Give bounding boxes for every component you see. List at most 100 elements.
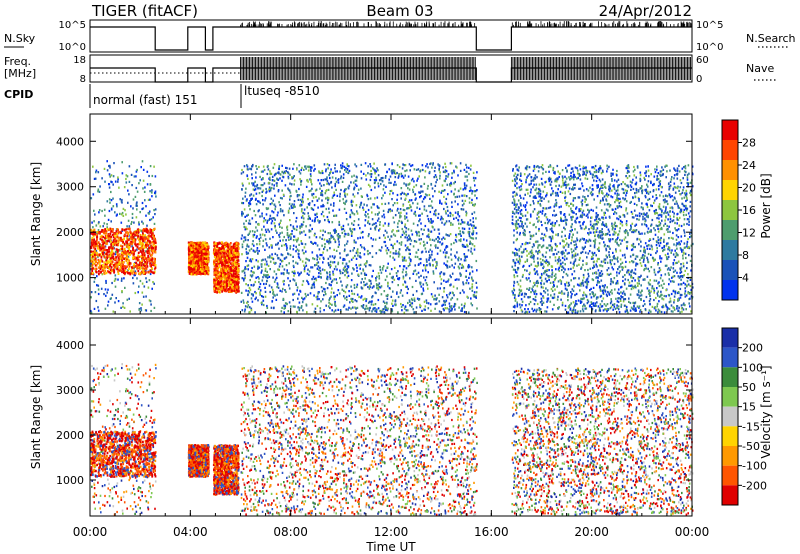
scatter-point (614, 303, 616, 305)
scatter-point (577, 177, 579, 179)
scatter-point (451, 243, 453, 245)
scatter-point (335, 278, 337, 280)
scatter-point (584, 201, 586, 203)
scatter-point (529, 296, 531, 298)
scatter-point (253, 272, 255, 274)
scatter-point (465, 164, 467, 166)
scatter-point (671, 293, 673, 295)
scatter-point (301, 226, 303, 228)
scatter-point (446, 294, 448, 296)
scatter-point (420, 275, 422, 277)
scatter-point (115, 181, 117, 183)
scatter-point (548, 178, 550, 180)
scatter-point (130, 223, 132, 225)
scatter-point (569, 233, 571, 235)
scatter-point (372, 270, 374, 272)
scatter-point (368, 235, 370, 237)
scatter-point (516, 178, 518, 180)
scatter-point (574, 176, 576, 178)
scatter-point (665, 223, 667, 225)
scatter-point (289, 203, 291, 205)
scatter-point (409, 238, 411, 240)
scatter-point (303, 252, 305, 254)
scatter-point (417, 224, 419, 226)
scatter-point (684, 242, 686, 244)
scatter-point (131, 184, 133, 186)
scatter-point (403, 269, 405, 271)
scatter-point (439, 241, 441, 243)
scatter-point (592, 267, 594, 269)
scatter-point (649, 248, 651, 250)
scatter-point (468, 282, 470, 284)
scatter-point (356, 204, 358, 206)
scatter-point (428, 307, 430, 309)
scatter-point (441, 278, 443, 280)
scatter-point (665, 206, 667, 208)
scatter-point (379, 221, 381, 223)
scatter-point (330, 204, 332, 206)
scatter-point (314, 286, 316, 288)
scatter-point (537, 241, 539, 243)
scatter-point (674, 299, 676, 301)
scatter-point (428, 218, 430, 220)
scatter-point (425, 269, 427, 271)
scatter-point (557, 262, 559, 264)
scatter-point (598, 305, 600, 307)
scatter-point (688, 302, 690, 304)
scatter-point (594, 246, 596, 248)
scatter-point (542, 254, 544, 256)
power-panel: 1000200030004000 Slant Range [km] (29, 114, 694, 314)
scatter-point (653, 299, 655, 301)
scatter-point (432, 239, 434, 241)
scatter-point (558, 251, 560, 253)
scatter-point (431, 293, 433, 295)
scatter-point (620, 243, 622, 245)
scatter-point (344, 230, 346, 232)
scatter-point (405, 198, 407, 200)
scatter-point (426, 276, 428, 278)
scatter-point (449, 305, 451, 307)
scatter-point (112, 198, 114, 200)
scatter-point (616, 170, 618, 172)
scatter-point (678, 307, 680, 309)
scatter-point (320, 307, 322, 309)
scatter-point (462, 289, 464, 291)
scatter-point (124, 209, 126, 211)
scatter-point (553, 210, 555, 212)
scatter-point (468, 266, 470, 268)
scatter-point (570, 193, 572, 195)
scatter-point (668, 182, 670, 184)
scatter-point (455, 166, 457, 168)
scatter-point (252, 240, 254, 242)
scatter-point (109, 187, 111, 189)
scatter-point (648, 170, 650, 172)
scatter-point (451, 309, 453, 311)
scatter-point (442, 184, 444, 186)
scatter-point (353, 175, 355, 177)
scatter-point (686, 243, 688, 245)
scatter-point (244, 272, 246, 274)
scatter-point (241, 172, 243, 174)
scatter-point (586, 262, 588, 264)
scatter-point (385, 309, 387, 311)
scatter-point (622, 280, 624, 282)
scatter-point (281, 180, 283, 182)
scatter-point (462, 221, 464, 223)
scatter-point (383, 301, 385, 303)
scatter-point (528, 253, 530, 255)
scatter-point (639, 311, 641, 313)
scatter-point (431, 251, 433, 253)
scatter-point (333, 311, 335, 313)
scatter-point (559, 256, 561, 258)
scatter-point (330, 278, 332, 280)
scatter-point (274, 281, 276, 283)
scatter-point (383, 225, 385, 227)
scatter-point (289, 280, 291, 282)
scatter-point (274, 208, 276, 210)
scatter-point (463, 238, 465, 240)
scatter-point (401, 309, 403, 311)
scatter-point (311, 287, 313, 289)
scatter-point (635, 264, 637, 266)
scatter-point (401, 306, 403, 308)
scatter-point (474, 203, 476, 205)
